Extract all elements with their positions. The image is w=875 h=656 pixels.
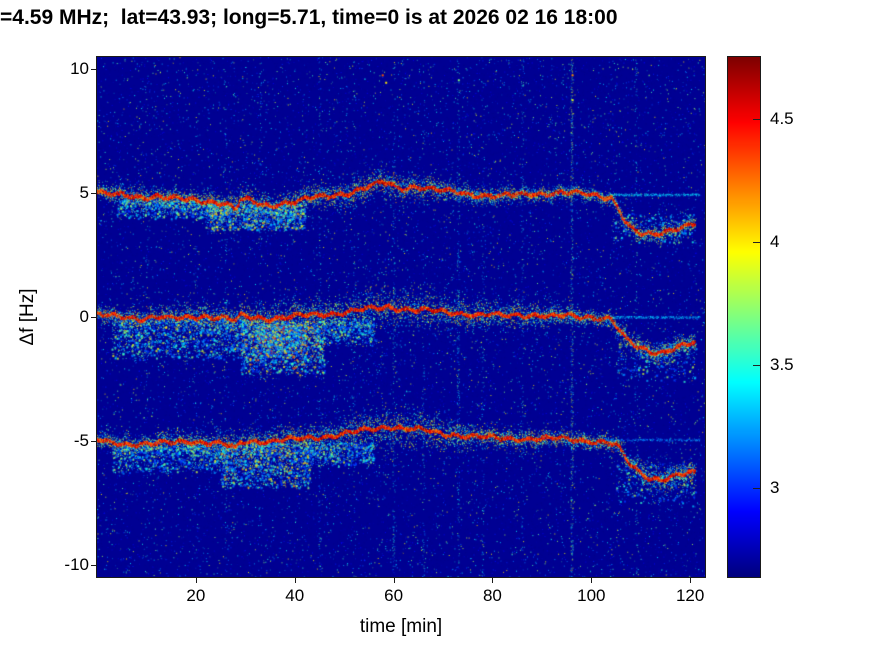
colorbar-tick-mark: [753, 118, 760, 120]
y-tick-mark: [91, 440, 96, 442]
y-tick-mark: [91, 193, 96, 195]
colorbar-tick-mark: [753, 241, 760, 243]
x-tick-mark: [690, 578, 692, 583]
x-tick-label: 100: [577, 586, 606, 605]
x-tick-mark: [591, 578, 593, 583]
colorbar-tick-label: 4.5: [770, 108, 794, 128]
x-tick-mark: [492, 578, 494, 583]
y-tick-mark: [91, 69, 96, 71]
colorbar-tick-mark: [753, 488, 760, 490]
x-tick-label: 20: [186, 586, 206, 605]
colorbar-tick-label: 4: [770, 231, 780, 251]
y-tick-label: 10: [70, 59, 89, 79]
x-tick-mark: [393, 578, 395, 583]
x-axis-label: time [min]: [359, 616, 443, 637]
x-tick-mark: [294, 578, 296, 583]
x-tick-label: 40: [285, 586, 305, 605]
y-tick-label: -10: [64, 554, 89, 574]
x-tick-label: 120: [675, 586, 705, 605]
y-tick-label: 0: [79, 307, 89, 326]
y-tick-mark: [91, 564, 96, 566]
x-tick-mark: [195, 578, 197, 583]
y-tick-label: -5: [73, 430, 89, 450]
colorbar-tick-label: 3: [770, 478, 780, 498]
x-tick-label: 80: [482, 586, 502, 605]
colorbar-tick-label: 3.5: [770, 355, 794, 375]
chart-title: =4.59 MHz; lat=43.93; long=5.71, time=0 …: [0, 6, 618, 29]
colorbar: [727, 56, 761, 578]
spectrogram-plot: [96, 56, 706, 578]
colorbar-tick-mark: [753, 365, 760, 367]
y-axis-label: Δf [Hz]: [17, 288, 38, 346]
x-tick-label: 60: [384, 586, 404, 605]
y-tick-mark: [91, 317, 96, 318]
y-tick-label: 5: [79, 183, 89, 203]
